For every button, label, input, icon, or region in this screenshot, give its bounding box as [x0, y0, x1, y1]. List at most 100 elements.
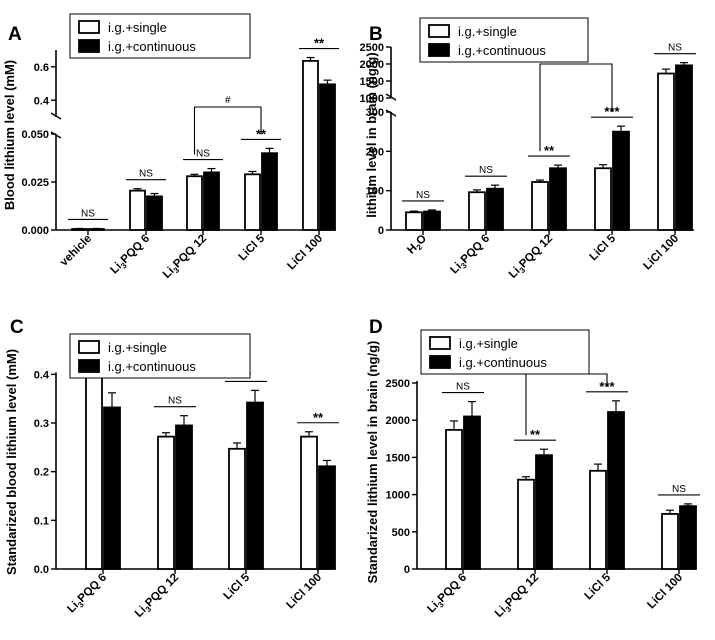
legend-label-single: i.g.+single	[458, 24, 517, 39]
y-tick-label: 2500	[360, 42, 384, 54]
bar-A-0-single-bar	[71, 228, 88, 231]
significance-label: **	[544, 143, 555, 158]
panel-letter-A: A	[8, 24, 22, 45]
bar-C-0-continuous-bar	[103, 406, 121, 570]
bar-D-0-continuous-bar	[463, 415, 481, 570]
legend-label-continuous: i.g.+continuous	[108, 39, 196, 54]
legend-label-single: i.g.+single	[459, 336, 518, 351]
bar-C-2-single-bar	[228, 447, 246, 570]
panel-letter-B: B	[369, 24, 383, 45]
significance-label: NS	[456, 382, 470, 393]
y-tick-label: 0.025	[21, 177, 49, 189]
bar-B-3-continuous-bar	[612, 130, 630, 231]
comparison-bracket	[193, 106, 262, 155]
panel-letter-D: D	[369, 317, 383, 338]
y-tick-label: 0	[378, 225, 384, 237]
bar-B-1-single-bar	[468, 191, 486, 231]
bar-B-0-single-bar	[405, 211, 423, 231]
y-axis-label: Standarized lithium level in brain (ng/g…	[365, 341, 380, 584]
legend-swatch-continuous	[429, 355, 451, 369]
y-tick-label: 2500	[386, 378, 410, 390]
comparison-bracket	[539, 63, 613, 152]
bar-A-0-continuous-bar	[88, 228, 105, 231]
bar-D-1-continuous-bar	[535, 454, 553, 570]
x-tick-label: Li3PQQ 12	[493, 572, 543, 622]
significance-label: **	[314, 36, 325, 51]
y-tick-label: 1000	[360, 93, 384, 105]
y-tick-label: 200	[366, 146, 384, 158]
bar-D-2-single-bar	[589, 469, 607, 570]
significance-label: NS	[416, 190, 430, 201]
bar-C-1-single-bar	[157, 435, 175, 570]
legend-swatch-continuous	[78, 39, 100, 53]
bar-A-4-continuous-bar	[319, 83, 336, 231]
bar-B-2-continuous-bar	[549, 167, 567, 231]
x-tick-label: LiCl 100	[645, 572, 685, 612]
legend-label-single: i.g.+single	[108, 340, 167, 355]
legend-B: i.g.+single i.g.+continuous	[419, 17, 589, 63]
y-axis-label: Standarized blood lithium level (mM)	[4, 349, 19, 575]
significance-label: NS	[668, 43, 682, 54]
x-tick-label: LiCl 100	[285, 233, 325, 273]
bar-A-2-continuous-bar	[203, 171, 220, 231]
y-tick-label: 0.1	[34, 515, 49, 527]
y-tick-label: 2000	[360, 59, 384, 71]
axis-break-mark	[50, 112, 62, 120]
axis-break-mark	[50, 131, 62, 139]
x-tick-label: Li3PQQ 6	[108, 233, 153, 278]
legend-swatch-single	[78, 340, 100, 354]
x-tick-label: LiCl 5	[221, 571, 252, 602]
bar-A-4-single-bar	[302, 59, 319, 231]
legend-swatch-single	[429, 336, 451, 350]
bar-A-3-continuous-bar	[261, 152, 278, 231]
bar-D-1-single-bar	[517, 478, 535, 570]
bar-D-3-continuous-bar	[679, 505, 697, 570]
comparison-bracket	[525, 373, 608, 436]
legend-A: i.g.+single i.g.+continuous	[69, 13, 251, 59]
legend-D: i.g.+single i.g.+continuous	[420, 329, 590, 375]
legend-swatch-single	[428, 24, 450, 38]
y-tick-label: 0.6	[34, 62, 49, 74]
significance-label: NS	[196, 149, 210, 160]
y-tick-label: 2000	[386, 415, 410, 427]
x-tick-label: LiCl 5	[236, 232, 267, 263]
y-tick-label: 0.0	[34, 564, 49, 576]
bar-D-3-single-bar	[661, 513, 679, 570]
y-tick-label: 0.000	[21, 225, 49, 237]
y-tick-label: 1500	[386, 452, 410, 464]
y-tick-label: 1000	[386, 490, 410, 502]
axis-break-mark	[385, 109, 397, 117]
legend-swatch-continuous	[78, 359, 100, 373]
x-tick-label: LiCl 5	[582, 571, 613, 602]
x-tick-label: Li3PQQ 12	[161, 233, 211, 283]
legend-C: i.g.+single i.g.+continuous	[69, 333, 251, 379]
bar-B-1-continuous-bar	[486, 187, 504, 231]
significance-label: **	[313, 410, 324, 425]
significance-label: NS	[168, 396, 182, 407]
y-tick-label: 100	[366, 186, 384, 198]
y-tick-label: 1500	[360, 76, 384, 88]
x-tick-label: Li3PQQ 6	[448, 233, 493, 278]
bar-B-3-single-bar	[594, 167, 612, 231]
bar-A-1-single-bar	[129, 189, 146, 231]
bar-C-3-continuous-bar	[318, 465, 336, 570]
y-tick-label: 0	[404, 564, 410, 576]
legend-swatch-continuous	[428, 43, 450, 57]
y-axis-label: lithium level in brain (ng/g)	[364, 52, 379, 217]
y-tick-label: 0.050	[21, 129, 49, 141]
bar-A-3-single-bar	[244, 173, 261, 231]
x-tick-label: vehicle	[58, 233, 94, 269]
x-tick-label: LiCl 5	[587, 232, 618, 263]
bar-B-0-continuous-bar	[423, 210, 441, 231]
y-axis-label: Blood lithium level (mM)	[2, 60, 17, 210]
significance-label: **	[530, 427, 541, 442]
significance-label: NS	[139, 169, 153, 180]
panel-letter-C: C	[10, 317, 24, 338]
y-tick-label: 0.3	[34, 418, 49, 430]
comparison-label: #	[225, 95, 231, 106]
legend-label-continuous: i.g.+continuous	[459, 355, 547, 370]
legend-label-continuous: i.g.+continuous	[108, 359, 196, 374]
bar-B-4-continuous-bar	[675, 64, 693, 231]
legend-box	[69, 13, 251, 59]
